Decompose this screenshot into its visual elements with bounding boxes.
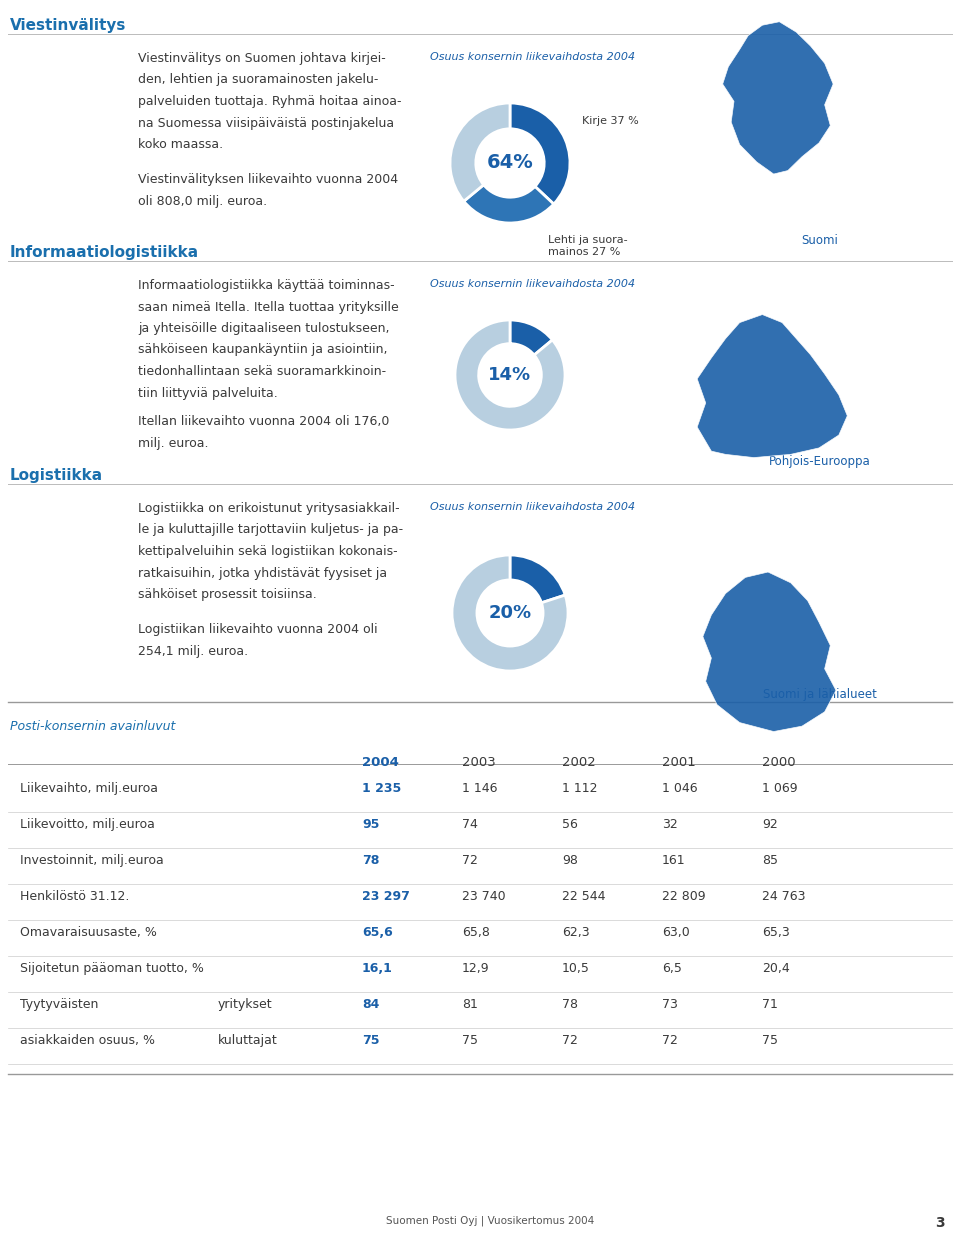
Text: 20%: 20% — [489, 604, 532, 622]
Text: Viestinvälitys: Viestinvälitys — [10, 19, 127, 33]
Text: Osuus konsernin liikevaihdosta 2004: Osuus konsernin liikevaihdosta 2004 — [430, 52, 636, 62]
Text: 65,3: 65,3 — [762, 926, 790, 939]
Text: 14%: 14% — [489, 366, 532, 384]
Polygon shape — [697, 314, 848, 457]
Text: 2003: 2003 — [462, 756, 495, 769]
Text: 73: 73 — [662, 997, 678, 1011]
Text: Pohjois-Eurooppa: Pohjois-Eurooppa — [769, 455, 871, 468]
Text: 72: 72 — [562, 1035, 578, 1047]
Text: 1 146: 1 146 — [462, 782, 497, 795]
Wedge shape — [510, 320, 552, 355]
Text: 161: 161 — [662, 854, 685, 866]
Text: 20,4: 20,4 — [762, 962, 790, 975]
Text: Osuus konsernin liikevaihdosta 2004: Osuus konsernin liikevaihdosta 2004 — [430, 279, 636, 289]
Text: Logistiikka on erikoistunut yritysasiakkail-
le ja kuluttajille tarjottaviin kul: Logistiikka on erikoistunut yritysasiakk… — [138, 502, 403, 601]
Text: 84: 84 — [362, 997, 379, 1011]
Text: Liikevoitto, milj.euroa: Liikevoitto, milj.euroa — [20, 818, 155, 831]
Text: 23 740: 23 740 — [462, 890, 506, 904]
Text: 3: 3 — [935, 1216, 945, 1230]
Text: 85: 85 — [762, 854, 778, 866]
Text: Henkilöstö 31.12.: Henkilöstö 31.12. — [20, 890, 130, 904]
Text: Omavaraisuusaste, %: Omavaraisuusaste, % — [20, 926, 156, 939]
Text: 75: 75 — [362, 1035, 379, 1047]
Text: Suomi: Suomi — [802, 234, 838, 247]
Wedge shape — [450, 103, 510, 201]
Text: 16,1: 16,1 — [362, 962, 393, 975]
Text: 63,0: 63,0 — [662, 926, 689, 939]
Text: Lehti ja suora-
mainos 27 %: Lehti ja suora- mainos 27 % — [548, 235, 628, 257]
Text: Itellan liikevaihto vuonna 2004 oli 176,0
milj. euroa.: Itellan liikevaihto vuonna 2004 oli 176,… — [138, 415, 390, 450]
Wedge shape — [452, 555, 568, 671]
Text: Posti-konsernin avainluvut: Posti-konsernin avainluvut — [10, 721, 176, 733]
Text: 95: 95 — [362, 818, 379, 831]
Text: 78: 78 — [362, 854, 379, 866]
Text: 75: 75 — [762, 1035, 778, 1047]
Text: Suomi ja lähialueet: Suomi ja lähialueet — [763, 688, 876, 701]
Text: 6,5: 6,5 — [662, 962, 682, 975]
Text: 65,8: 65,8 — [462, 926, 490, 939]
Text: 2002: 2002 — [562, 756, 596, 769]
Text: 1 069: 1 069 — [762, 782, 798, 795]
Text: Viestinvälitys on Suomen johtava kirjei-
den, lehtien ja suoramainosten jakelu-
: Viestinvälitys on Suomen johtava kirjei-… — [138, 52, 401, 151]
Text: 64%: 64% — [487, 153, 534, 173]
Text: 75: 75 — [462, 1035, 478, 1047]
Text: 74: 74 — [462, 818, 478, 831]
Text: 81: 81 — [462, 997, 478, 1011]
Text: Liikevaihto, milj.euroa: Liikevaihto, milj.euroa — [20, 782, 158, 795]
Wedge shape — [464, 185, 554, 222]
Text: 56: 56 — [562, 818, 578, 831]
Text: 92: 92 — [762, 818, 778, 831]
Text: 22 809: 22 809 — [662, 890, 706, 904]
Text: kuluttajat: kuluttajat — [218, 1035, 277, 1047]
Text: Logistiikka: Logistiikka — [10, 468, 103, 483]
Text: 23 297: 23 297 — [362, 890, 410, 904]
Text: 71: 71 — [762, 997, 778, 1011]
Text: 32: 32 — [662, 818, 678, 831]
Text: yritykset: yritykset — [218, 997, 273, 1011]
Text: 98: 98 — [562, 854, 578, 866]
Polygon shape — [723, 22, 833, 174]
Text: Logistiikan liikevaihto vuonna 2004 oli
254,1 milj. euroa.: Logistiikan liikevaihto vuonna 2004 oli … — [138, 623, 377, 658]
Text: 72: 72 — [662, 1035, 678, 1047]
Text: 2000: 2000 — [762, 756, 796, 769]
Polygon shape — [703, 572, 836, 732]
Text: 1 112: 1 112 — [562, 782, 597, 795]
Text: 62,3: 62,3 — [562, 926, 589, 939]
Text: Informaatiologistiikka käyttää toiminnas-
saan nimeä Itella. Itella tuottaa yrit: Informaatiologistiikka käyttää toiminnas… — [138, 279, 398, 399]
Text: Osuus konsernin liikevaihdosta 2004: Osuus konsernin liikevaihdosta 2004 — [430, 502, 636, 512]
Text: 2001: 2001 — [662, 756, 696, 769]
Text: 24 763: 24 763 — [762, 890, 805, 904]
Text: 1 235: 1 235 — [362, 782, 401, 795]
Text: asiakkaiden osuus, %: asiakkaiden osuus, % — [20, 1035, 155, 1047]
Text: 72: 72 — [462, 854, 478, 866]
Text: 10,5: 10,5 — [562, 962, 589, 975]
Wedge shape — [510, 555, 565, 603]
Text: Investoinnit, milj.euroa: Investoinnit, milj.euroa — [20, 854, 164, 866]
Text: Tyytyväisten: Tyytyväisten — [20, 997, 98, 1011]
Wedge shape — [455, 320, 565, 430]
Text: 22 544: 22 544 — [562, 890, 606, 904]
Text: Suomen Posti Oyj | Vuosikertomus 2004: Suomen Posti Oyj | Vuosikertomus 2004 — [386, 1216, 594, 1226]
Text: 1 046: 1 046 — [662, 782, 698, 795]
Text: Sijoitetun pääoman tuotto, %: Sijoitetun pääoman tuotto, % — [20, 962, 204, 975]
Text: Kirje 37 %: Kirje 37 % — [582, 116, 638, 126]
Text: Viestinvälityksen liikevaihto vuonna 2004
oli 808,0 milj. euroa.: Viestinvälityksen liikevaihto vuonna 200… — [138, 173, 398, 208]
Text: 65,6: 65,6 — [362, 926, 393, 939]
Text: 12,9: 12,9 — [462, 962, 490, 975]
Text: 2004: 2004 — [362, 756, 398, 769]
Text: Informaatiologistiikka: Informaatiologistiikka — [10, 245, 199, 260]
Text: 78: 78 — [562, 997, 578, 1011]
Wedge shape — [510, 103, 570, 204]
